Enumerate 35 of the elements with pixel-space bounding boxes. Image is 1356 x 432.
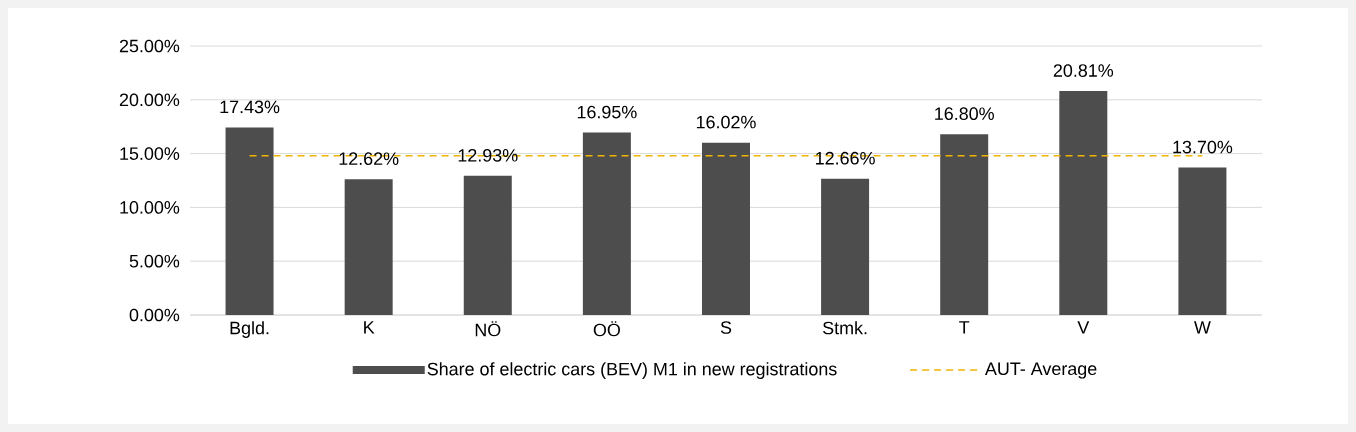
data-label: 13.70% (1173, 140, 1233, 154)
legend-label: Share of electric cars (BEV) M1 in new registrations (427, 362, 837, 379)
data-label: 20.81% (1053, 64, 1114, 77)
bar (582, 132, 631, 315)
y-tick-label: 5.00% (129, 254, 180, 268)
bar (821, 178, 870, 315)
bar (463, 175, 512, 315)
bar (344, 179, 393, 315)
x-tick-label: T (959, 321, 970, 334)
bar (701, 142, 750, 315)
x-tick-label: S (720, 321, 732, 334)
bar (225, 127, 274, 315)
x-tick-label: V (1077, 321, 1090, 334)
bar (1178, 167, 1227, 315)
data-label: 12.93% (458, 148, 518, 162)
data-label: 17.43% (220, 100, 280, 114)
y-tick-label: 20.00% (119, 93, 180, 107)
x-tick-label: OÖ (593, 321, 620, 337)
y-tick-label: 10.00% (120, 201, 180, 214)
data-label: 16.80% (935, 107, 994, 121)
data-label: 12.66% (816, 151, 875, 165)
y-tick-label: 15.00% (120, 147, 180, 160)
x-tick-label: K (364, 321, 375, 334)
data-label: 16.95% (577, 105, 637, 119)
legend-label: AUT- Average (984, 362, 1097, 379)
x-tick-label: W (1194, 321, 1211, 334)
x-tick-label: Stmk. (822, 321, 867, 335)
data-label: 16.02% (696, 115, 756, 129)
bar (940, 134, 989, 315)
y-tick-label: 0.00% (129, 308, 180, 322)
data-label: 12.62% (339, 152, 399, 166)
x-tick-label: Bgld. (230, 321, 269, 338)
x-tick-label: NÖ (475, 321, 501, 337)
y-tick-label: 25.00% (119, 39, 180, 53)
bar (1059, 91, 1108, 315)
